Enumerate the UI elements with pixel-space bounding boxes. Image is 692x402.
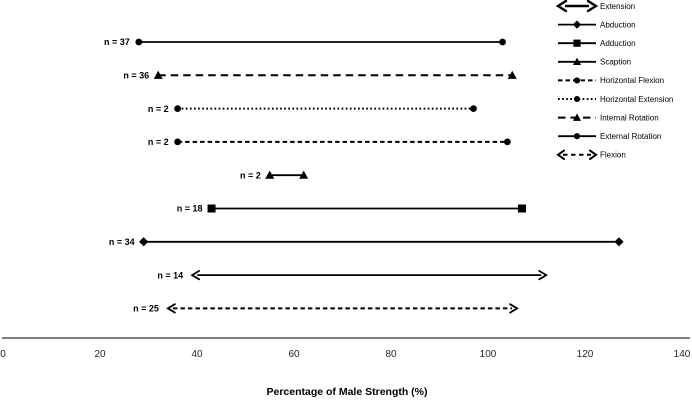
marker-diamond-icon [572,20,582,29]
x-tick-label: 140 [674,349,691,360]
n-count-label: n = 25 [133,304,159,314]
legend-item-horizontal-flexion: Horizontal Flexion [558,76,664,85]
marker-circle-icon [174,138,182,146]
series-row-external-rotation: n = 37 [104,37,506,47]
marker-circle-icon [470,105,477,112]
legend-label: Horizontal Flexion [600,76,664,85]
marker-triangle-icon [572,113,582,121]
x-axis-title: Percentage of Male Strength (%) [266,386,427,398]
arrowhead-right-icon [509,303,519,314]
legend-item-flexion: Flexion [556,149,626,160]
series-row-extension: n = 14 [157,270,548,281]
series-row-adduction: n = 18 [177,204,526,214]
arrowhead-left-icon [166,303,176,314]
legend-label: Flexion [600,151,626,160]
marker-circle-icon [174,105,182,112]
n-count-label: n = 2 [240,170,261,180]
legend-label: Scaption [600,58,631,67]
marker-triangle-icon [153,70,163,79]
legend-item-horizontal-extension: Horizontal Extension [558,95,673,104]
marker-circle-icon [504,138,511,146]
legend-item-adduction: Adduction [558,39,636,48]
arrowhead-left-icon [190,270,201,281]
n-count-label: n = 34 [109,237,135,247]
legend-item-internal-rotation: Internal Rotation [558,113,659,122]
legend-item-scaption: Scaption [558,58,631,67]
n-count-label: n = 14 [157,270,183,280]
legend-label: Extension [600,2,635,11]
n-count-label: n = 2 [148,104,169,114]
series-row-horizontal-flexion: n = 2 [148,137,511,147]
marker-diamond-icon [614,237,624,247]
legend-label: Internal Rotation [600,113,659,122]
n-count-label: n = 18 [177,204,203,214]
legend-label: Horizontal Extension [600,95,673,104]
x-tick-label: 100 [480,349,497,360]
n-count-label: n = 37 [104,37,130,47]
marker-circle-icon [573,133,581,140]
arrowhead-left-icon [555,0,568,13]
arrowhead-right-icon [538,270,548,281]
marker-square-icon [207,204,216,213]
x-tick-label: 120 [577,349,594,360]
marker-square-icon [573,39,581,47]
series-row-internal-rotation: n = 36 [123,70,517,81]
marker-triangle-icon [265,170,275,179]
n-count-label: n = 36 [123,71,149,81]
arrowhead-right-icon [589,149,598,160]
arrowhead-right-icon [586,0,599,13]
marker-circle-icon [135,38,143,46]
legend-item-external-rotation: External Rotation [558,132,661,141]
series-row-abduction: n = 34 [109,237,624,247]
x-tick-label: 60 [288,349,300,360]
marker-triangle-icon [572,57,582,66]
legend-item-abduction: Abduction [558,20,636,29]
x-tick-label: 40 [191,349,203,360]
marker-square-icon [517,204,526,213]
marker-circle-icon [499,38,506,46]
legend-item-extension: Extension [555,0,635,13]
series-row-horizontal-extension: n = 2 [148,104,477,114]
legend-label: Abduction [600,20,636,29]
series-row-flexion: n = 25 [133,303,519,314]
arrowhead-left-icon [556,149,565,160]
x-tick-label: 0 [0,349,6,360]
marker-circle-icon [573,95,581,103]
legend-label: External Rotation [600,132,661,141]
x-tick-label: 80 [385,349,397,360]
x-tick-label: 20 [94,349,106,360]
marker-triangle-icon [507,70,517,79]
marker-diamond-icon [139,237,149,247]
marker-circle-icon [573,77,581,84]
n-count-label: n = 2 [148,137,169,147]
legend-label: Adduction [600,39,636,48]
marker-triangle-icon [299,170,309,179]
series-row-scaption: n = 2 [240,170,309,180]
